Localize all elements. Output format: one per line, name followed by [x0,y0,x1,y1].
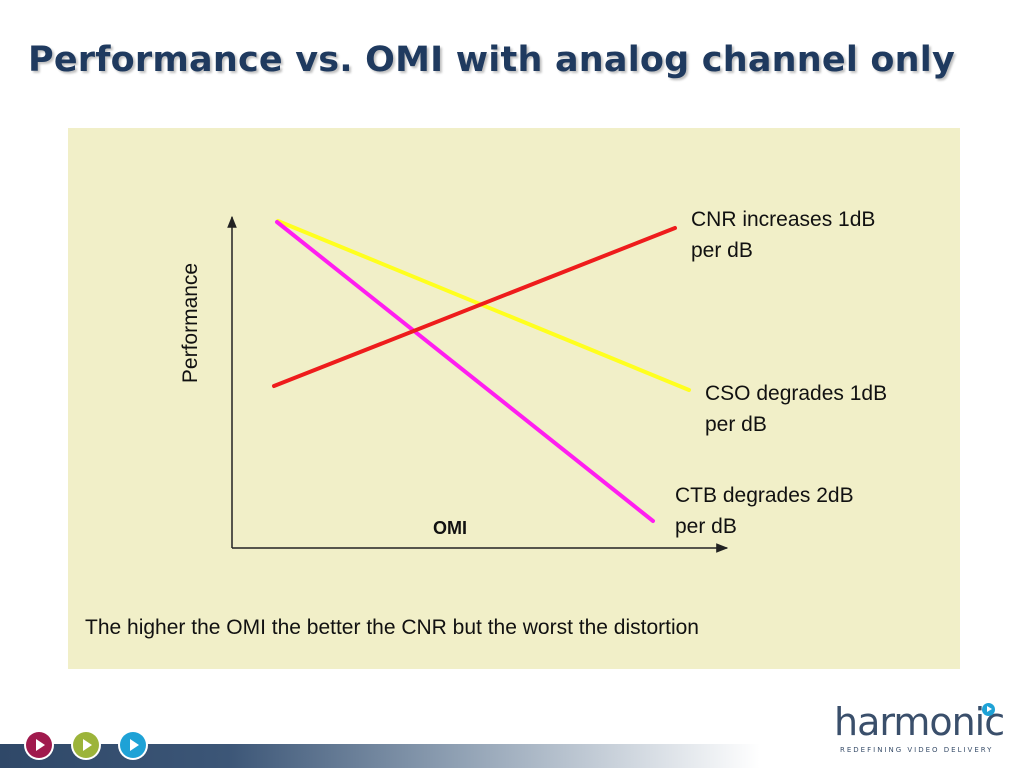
footer-bar [0,744,760,768]
slide-title: Performance vs. OMI with analog channel … [28,40,955,80]
cnr-annotation: CNR increases 1dB per dB [691,204,875,266]
cso-annotation-line2: per dB [705,413,767,436]
nav-button-1[interactable] [26,732,52,758]
cso-annotation: CSO degrades 1dB per dB [705,378,887,440]
harmonic-logo: harmonic REDEFINING VIDEO DELIVERY [834,700,1005,760]
cnr-line [272,226,677,388]
logo-wordmark: harmonic [834,700,1005,744]
cnr-annotation-line2: per dB [691,239,753,262]
ctb-annotation: CTB degrades 2dB per dB [675,480,854,542]
logo-play-icon [982,703,995,716]
play-icon [130,739,139,751]
cso-annotation-line1: CSO degrades 1dB [705,382,888,405]
nav-button-3[interactable] [120,732,146,758]
play-icon [83,739,92,751]
ctb-annotation-line2: per dB [675,515,737,538]
content-panel [68,128,960,669]
ctb-annotation-line1: CTB degrades 2dB [675,484,854,507]
play-icon [36,739,45,751]
x-axis-label: OMI [433,518,467,538]
logo-tagline: REDEFINING VIDEO DELIVERY [840,746,994,754]
y-axis-label: Performance [179,262,202,384]
caption: The higher the OMI the better the CNR bu… [85,616,699,639]
ctb-line [275,220,655,523]
cnr-annotation-line1: CNR increases 1dB [691,208,876,231]
nav-button-2[interactable] [73,732,99,758]
